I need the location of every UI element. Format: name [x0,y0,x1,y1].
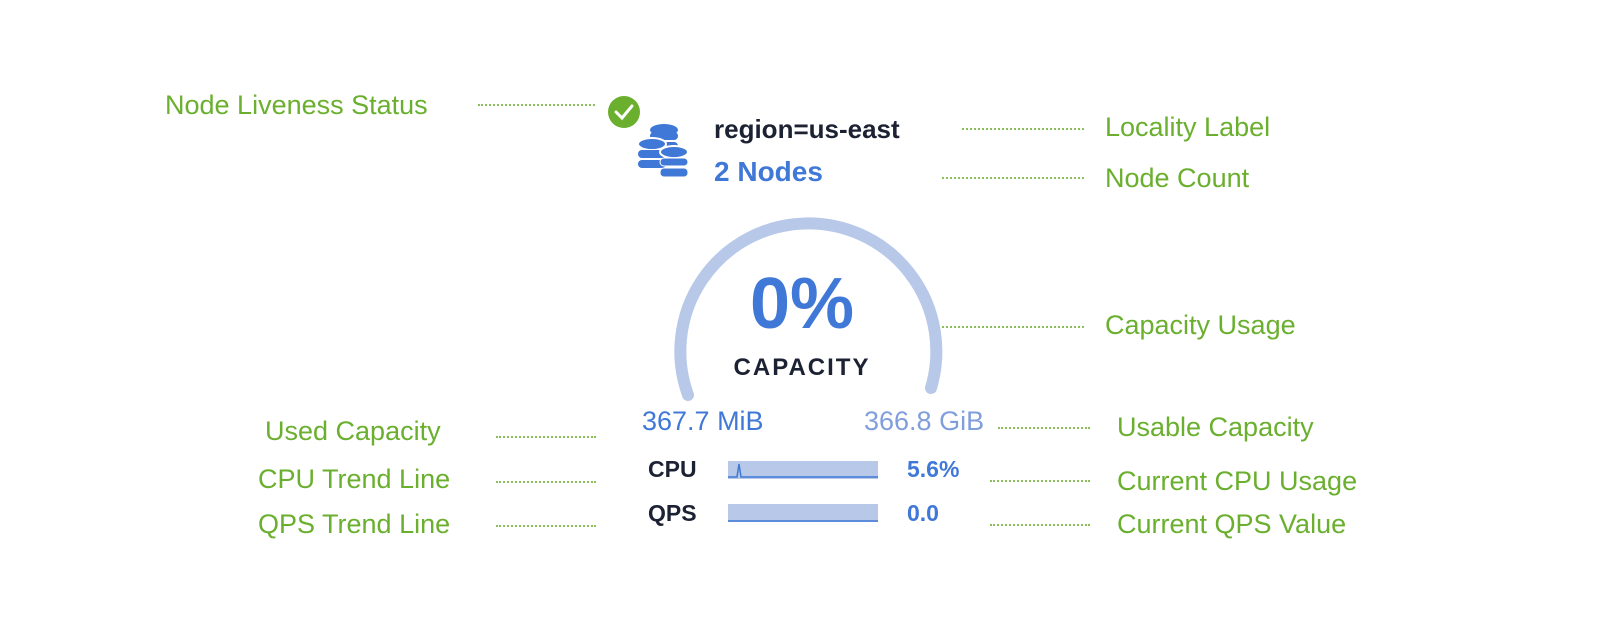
annotation-cpu-trend: CPU Trend Line [258,464,451,494]
annotation-locality: Locality Label [1105,112,1271,142]
annotation-cpu-current: Current CPU Usage [1117,466,1358,496]
usable-capacity: 366.8 GiB [864,406,985,436]
capacity-percent: 0% [749,264,855,344]
annotation-node-count: Node Count [1105,163,1250,193]
leader-line [962,128,1084,130]
used-capacity: 367.7 MiB [642,406,764,436]
annotation-capacity-usage: Capacity Usage [1105,310,1296,340]
check-circle-icon [608,96,640,128]
node-count[interactable]: 2 Nodes [714,156,823,187]
leader-line [496,525,596,527]
leader-line [998,427,1090,429]
annotation-liveness: Node Liveness Status [165,90,428,120]
capacity-gauge [674,217,943,401]
leader-line [496,481,596,483]
leader-line [990,480,1090,482]
capacity-label: CAPACITY [733,354,871,381]
qps-trend-line[interactable] [728,504,878,522]
leader-line [496,436,596,438]
leader-line [942,177,1084,179]
cpu-label: CPU [648,456,697,482]
annotation-used-capacity: Used Capacity [265,416,441,446]
leader-line [942,326,1084,328]
leader-line [478,104,595,106]
qps-value: 0.0 [907,500,939,526]
gauge-track [674,217,943,401]
locality-label: region=us-east [714,114,900,144]
cpu-trend-line[interactable] [728,461,878,479]
annotation-qps-trend: QPS Trend Line [258,509,451,539]
annotation-qps-current: Current QPS Value [1117,509,1347,539]
leader-line [990,524,1090,526]
cpu-value: 5.6% [907,456,960,482]
database-icon [637,124,689,178]
qps-label: QPS [648,500,697,526]
annotation-usable-capacity: Usable Capacity [1117,412,1314,442]
